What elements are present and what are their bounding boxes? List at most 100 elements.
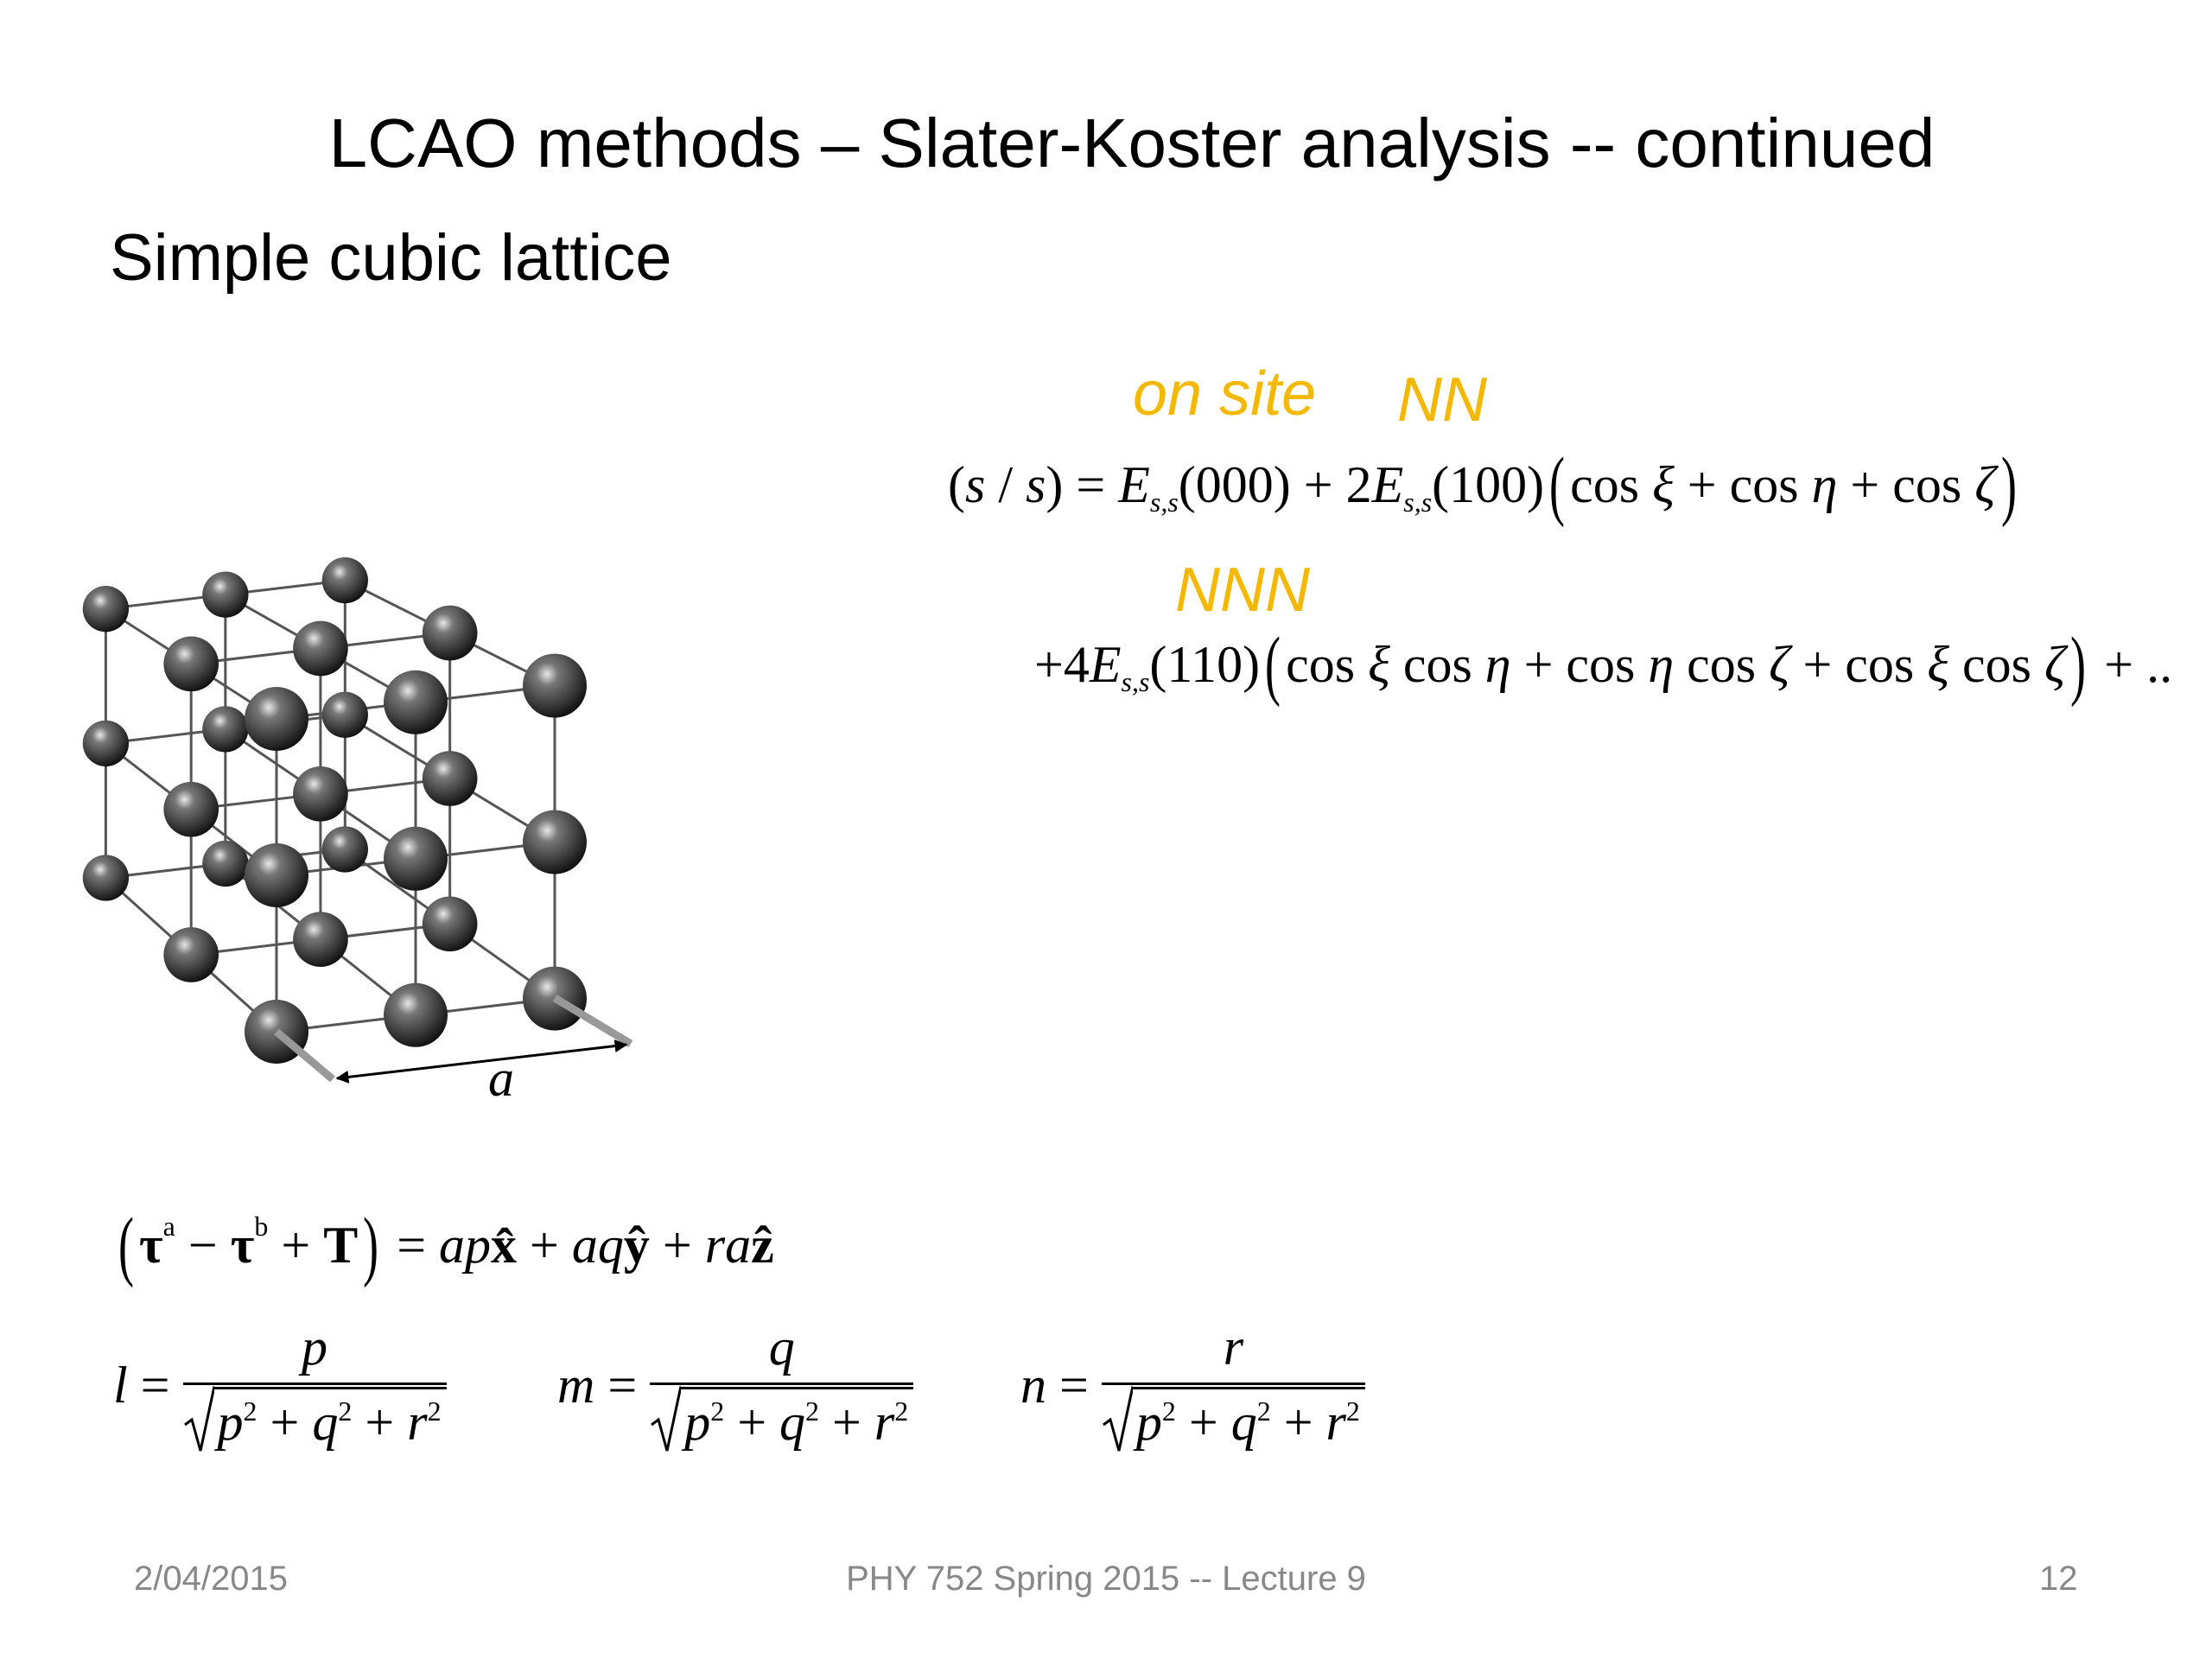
math-text: r — [874, 1394, 895, 1451]
radicand: p2 + q2 + r2 — [681, 1387, 914, 1452]
lattice-atom — [202, 706, 249, 753]
math-text: = — [127, 1356, 183, 1414]
math-text: cos — [1674, 636, 1770, 693]
math-text: + — [1270, 1394, 1326, 1451]
math-text: − — [175, 1217, 231, 1274]
math-text: ζ — [1974, 456, 1996, 513]
math-text: m — [557, 1356, 595, 1414]
subtitle: Simple cubic lattice — [110, 221, 672, 295]
lattice-atom — [82, 855, 130, 901]
denominator: p2 + q2 + r2 — [183, 1385, 447, 1452]
lattice-atom — [523, 653, 587, 718]
lattice-atom — [422, 751, 478, 806]
math-text: a — [162, 1211, 175, 1242]
math-text: + cos — [1674, 456, 1812, 513]
math-text: (110) — [1149, 636, 1261, 693]
math-text: 2 — [894, 1395, 909, 1427]
footer-page: 12 — [2039, 1560, 2078, 1598]
math-text: p — [302, 1319, 328, 1376]
math-text: ẑ — [751, 1217, 774, 1274]
math-text: p — [1135, 1394, 1162, 1451]
math-text: ( — [118, 1203, 134, 1288]
fraction: r p2 + q2 + r2 — [1101, 1318, 1365, 1452]
math-text: + cos — [1510, 636, 1649, 693]
lattice-atom — [163, 927, 219, 982]
lattice-atom — [163, 636, 219, 692]
lattice-atom — [202, 840, 249, 887]
radicand: p2 + q2 + r2 — [1132, 1387, 1365, 1452]
math-text: q — [768, 1319, 795, 1376]
math-text: η — [1648, 636, 1675, 693]
math-text: q — [779, 1394, 806, 1451]
fraction-equation: l = p p2 + q2 + r2 — [113, 1318, 447, 1452]
math-text: s,s — [1403, 486, 1433, 518]
math-text: s,s — [1121, 666, 1150, 697]
math-text: + — [257, 1394, 313, 1451]
lattice-atom — [82, 720, 130, 766]
math-text: ) — [2070, 622, 2087, 708]
math-text: l — [113, 1356, 128, 1414]
numerator: r — [1101, 1318, 1365, 1385]
math-text: + — [724, 1394, 780, 1451]
math-text: (100) — [1432, 456, 1545, 513]
math-text: ra — [704, 1217, 752, 1274]
math-text: p — [217, 1394, 244, 1451]
math-text: + — [352, 1394, 408, 1451]
denominator: p2 + q2 + r2 — [1102, 1385, 1365, 1452]
fraction: q p2 + q2 + r2 — [650, 1318, 914, 1452]
math-text: 2 — [710, 1395, 725, 1427]
math-text: + cos — [1789, 636, 1928, 693]
math-text: T — [323, 1217, 359, 1274]
math-text: τ — [230, 1217, 255, 1274]
math-text: r — [1223, 1319, 1244, 1376]
radicand: p2 + q2 + r2 — [213, 1387, 447, 1452]
lattice-atom — [422, 896, 478, 952]
lattice-atom — [293, 620, 348, 677]
math-text: ( — [1549, 442, 1566, 528]
math-text: + — [517, 1217, 572, 1274]
lattice-atom — [82, 586, 130, 632]
lattice-atom — [163, 781, 219, 837]
math-text: s — [964, 456, 986, 513]
math-text: n — [1020, 1356, 1046, 1414]
math-text: ) — [2000, 442, 2017, 528]
math-text: aq — [571, 1217, 624, 1274]
lattice-atom — [422, 605, 478, 661]
footer-course: PHY 752 Spring 2015 -- Lecture 9 — [846, 1560, 1366, 1598]
lattice-atom — [384, 982, 448, 1047]
math-text: 2 — [805, 1395, 820, 1427]
lattice-atom — [321, 691, 368, 738]
radical-sign — [651, 1386, 682, 1452]
math-text: x̂ — [491, 1217, 518, 1274]
lattice-atom — [202, 571, 249, 618]
math-text: / — [985, 456, 1027, 513]
nn-label: NN — [1397, 365, 1487, 435]
numerator: q — [650, 1318, 914, 1385]
math-text: 2 — [1256, 1395, 1271, 1427]
slide-title: LCAO methods – Slater-Koster analysis --… — [328, 105, 1936, 181]
math-text: = — [1046, 1356, 1102, 1414]
lattice-figure: a — [82, 557, 633, 1107]
math-text: p — [684, 1394, 711, 1451]
lattice-atom — [384, 670, 448, 734]
math-text: ap — [439, 1217, 492, 1274]
lattice-atom — [523, 810, 587, 874]
math-text: + — [1175, 1394, 1231, 1451]
math-text: ζ — [2044, 636, 2066, 693]
math-text: ( — [1265, 622, 1281, 708]
math-text: s,s — [1149, 486, 1179, 518]
math-text: q — [312, 1394, 339, 1451]
denominator: p2 + q2 + r2 — [650, 1385, 914, 1452]
lattice-arrow — [335, 1039, 628, 1084]
math-text: = — [384, 1217, 440, 1274]
math-text: + — [268, 1217, 324, 1274]
lattice-atom — [321, 826, 368, 873]
math-text: E — [1089, 636, 1122, 693]
math-text: 2 — [1161, 1395, 1176, 1427]
radical-sign — [1102, 1386, 1133, 1452]
footer-date: 2/04/2015 — [134, 1560, 288, 1598]
math-text: s — [1026, 456, 1046, 513]
